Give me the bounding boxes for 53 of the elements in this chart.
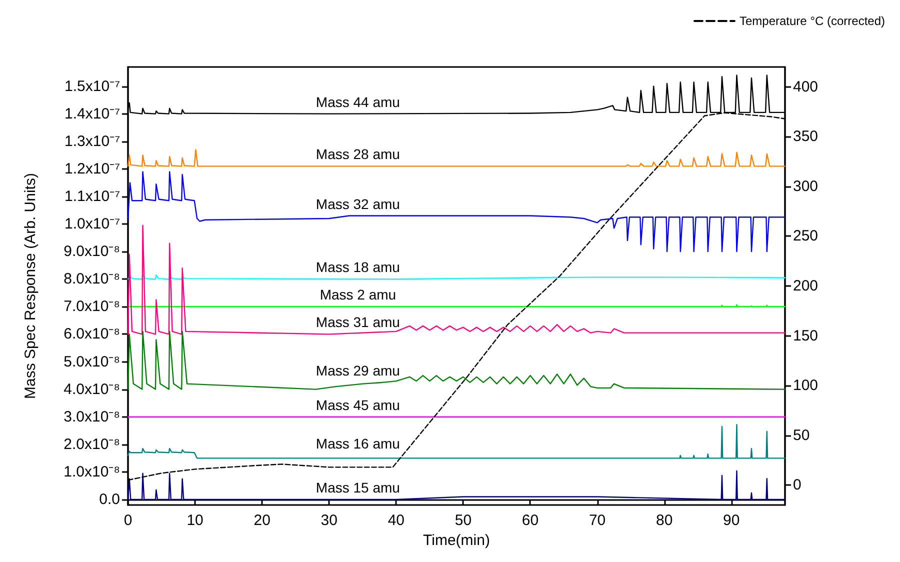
y2-tick-label: 100: [793, 377, 818, 394]
y2-tick-label: 300: [793, 178, 818, 195]
y2-tick-label: 250: [793, 228, 818, 245]
y-tick-label: 0.0: [99, 490, 120, 508]
y-tick-label: 8.0x10⁻⁸: [64, 270, 120, 288]
x-tick-label: 90: [723, 512, 740, 529]
y2-tick-label: 200: [793, 278, 818, 294]
y-tick-label: 5.0x10⁻⁸: [64, 353, 120, 370]
series-label: Mass 45 amu: [316, 396, 400, 413]
line-series: [127, 224, 786, 335]
y-tick-label: 7.0x10⁻⁸: [64, 298, 120, 316]
y-tick-label: 2.0x10⁻⁸: [64, 436, 120, 453]
x-tick-label: 10: [186, 512, 204, 529]
y-tick-label: 6.0x10⁻⁸: [64, 326, 120, 343]
line-series: [127, 171, 786, 252]
y-tick-label: 4.0x10⁻⁸: [64, 380, 120, 398]
series-label: Mass 2 amu: [320, 286, 396, 303]
series-label: Mass 15 amu: [316, 479, 400, 496]
y2-tick-label: 50: [793, 426, 810, 444]
y2-tick-label: 350: [793, 128, 818, 146]
x-tick-label: 70: [588, 512, 606, 529]
y-tick-label: 1.0x10⁻⁷: [64, 216, 120, 233]
y2-tick-label: 400: [793, 78, 818, 96]
series-label: Mass 16 amu: [316, 435, 400, 452]
series-label: Mass 31 amu: [316, 314, 400, 330]
y2-tick-label: 0: [793, 476, 802, 494]
y-tick-label: 1.5x10⁻⁷: [64, 78, 120, 95]
series-label: Mass 44 amu: [316, 94, 400, 110]
y-axis-title: Mass Spec Response (Arb. Units): [22, 173, 39, 399]
y-tick-label: 1.2x10⁻⁷: [64, 160, 120, 178]
line-series: [127, 424, 786, 459]
x-tick-label: 60: [522, 512, 539, 529]
series-label: Mass 32 amu: [316, 196, 400, 212]
x-tick-label: 0: [124, 512, 132, 529]
x-tick-label: 30: [320, 512, 338, 529]
x-tick-label: 50: [454, 512, 472, 529]
y-tick-label: 1.4x10⁻⁷: [64, 105, 120, 122]
y-tick-label: 3.0x10⁻⁸: [64, 408, 120, 426]
x-tick-label: 40: [388, 512, 405, 529]
series-label: Mass 29 amu: [316, 362, 400, 378]
x-axis-title: Time(min): [423, 532, 490, 549]
y2-tick-label: 150: [793, 327, 818, 344]
line-series: [127, 149, 786, 167]
legend-label: Temperature °C (corrected): [739, 14, 886, 28]
series-label: Mass 18 amu: [316, 259, 400, 276]
y-tick-label: 9.0x10⁻⁸: [64, 243, 120, 260]
y-tick-label: 1.0x10⁻⁸: [64, 463, 120, 480]
line-series: [127, 330, 786, 390]
y-tick-label: 1.3x10⁻⁷: [64, 132, 120, 150]
series-label: Mass 28 amu: [316, 146, 400, 162]
x-tick-label: 80: [656, 512, 673, 529]
y-tick-label: 1.1x10⁻⁷: [64, 188, 120, 205]
x-tick-label: 20: [254, 512, 270, 529]
